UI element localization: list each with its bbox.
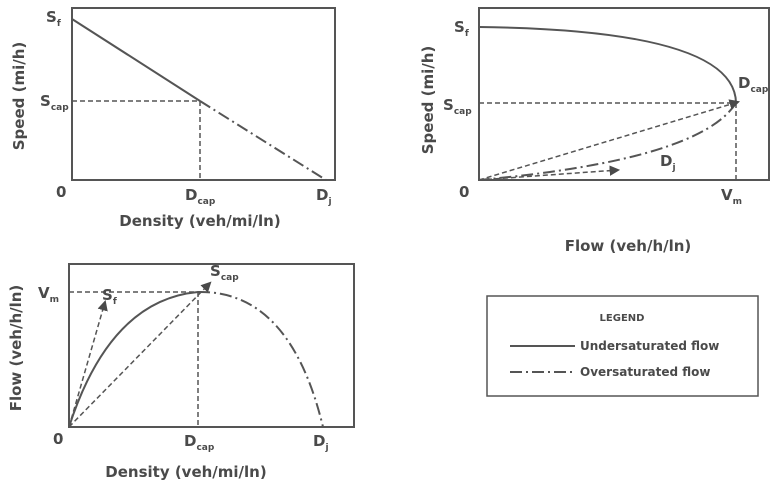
speed-density-plot-frame	[71, 7, 336, 181]
dcap-label: Dcap	[738, 74, 769, 95]
vm-label: Vm	[38, 284, 59, 305]
oversaturated-curve	[478, 102, 737, 181]
flow-density-panel: Flow (veh/h/ln) Density (veh/mi/ln) 0 Vm…	[7, 262, 355, 481]
undersaturated-curve	[68, 291, 199, 428]
dj-ray-arrow	[478, 165, 621, 181]
scap-label: Scap	[443, 96, 472, 117]
y-axis-label: Speed (mi/h)	[419, 46, 437, 155]
vm-label: Vm	[721, 186, 742, 207]
dcap-ray-arrow	[478, 99, 741, 181]
sf-ray-arrow	[68, 299, 108, 428]
sf-label: Sf	[102, 286, 117, 307]
dcap-label: Dcap	[185, 186, 216, 207]
undersaturated-curve	[478, 26, 737, 104]
y-axis-label: Speed (mi/h)	[10, 42, 28, 151]
x-axis-label: Flow (veh/h/ln)	[565, 237, 692, 255]
congested-segment	[199, 100, 327, 181]
oversaturated-curve	[197, 290, 324, 428]
free-flow-segment	[71, 18, 201, 102]
scap-ray-arrow	[68, 281, 212, 428]
scap-label: Scap	[40, 92, 69, 113]
x-axis-label: Density (veh/mi/ln)	[105, 463, 266, 481]
legend-item-undersaturated: Undersaturated flow	[580, 339, 719, 353]
speed-flow-panel: Speed (mi/h) Flow (veh/h/ln) 0 Sf Scap D…	[419, 7, 770, 255]
dj-label: Dj	[660, 152, 676, 173]
legend: LEGEND Undersaturated flow Oversaturated…	[486, 295, 759, 397]
legend-title: LEGEND	[600, 313, 645, 324]
sf-label: Sf	[454, 18, 469, 39]
x-axis-label: Density (veh/mi/ln)	[119, 212, 280, 230]
legend-item-oversaturated: Oversaturated flow	[580, 365, 710, 379]
speed-flow-plot-frame	[478, 7, 770, 181]
scap-label: Scap	[210, 262, 239, 283]
legend-box	[486, 295, 759, 397]
origin-label: 0	[56, 183, 66, 201]
dj-label: Dj	[316, 186, 332, 207]
dj-label: Dj	[313, 432, 329, 453]
sf-label: Sf	[46, 8, 61, 29]
dcap-label: Dcap	[184, 432, 215, 453]
y-axis-label: Flow (veh/h/ln)	[7, 285, 25, 412]
speed-density-panel: Speed (mi/h) Density (veh/mi/ln) 0 Sf Sc…	[10, 7, 336, 230]
flow-density-plot-frame	[68, 263, 355, 428]
origin-label: 0	[53, 430, 63, 448]
origin-label: 0	[459, 183, 469, 201]
